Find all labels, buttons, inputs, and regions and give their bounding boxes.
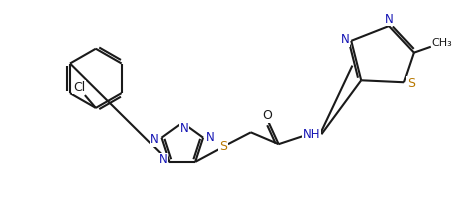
Text: N: N bbox=[384, 13, 393, 26]
Text: N: N bbox=[159, 153, 168, 166]
Text: O: O bbox=[262, 109, 272, 122]
Text: N: N bbox=[150, 133, 159, 146]
Text: N: N bbox=[180, 122, 189, 135]
Text: Cl: Cl bbox=[73, 81, 85, 94]
Text: N: N bbox=[206, 131, 214, 144]
Text: N: N bbox=[341, 33, 350, 46]
Text: NH: NH bbox=[303, 128, 320, 141]
Text: CH₃: CH₃ bbox=[431, 38, 452, 48]
Text: S: S bbox=[219, 140, 227, 153]
Text: S: S bbox=[407, 77, 415, 90]
